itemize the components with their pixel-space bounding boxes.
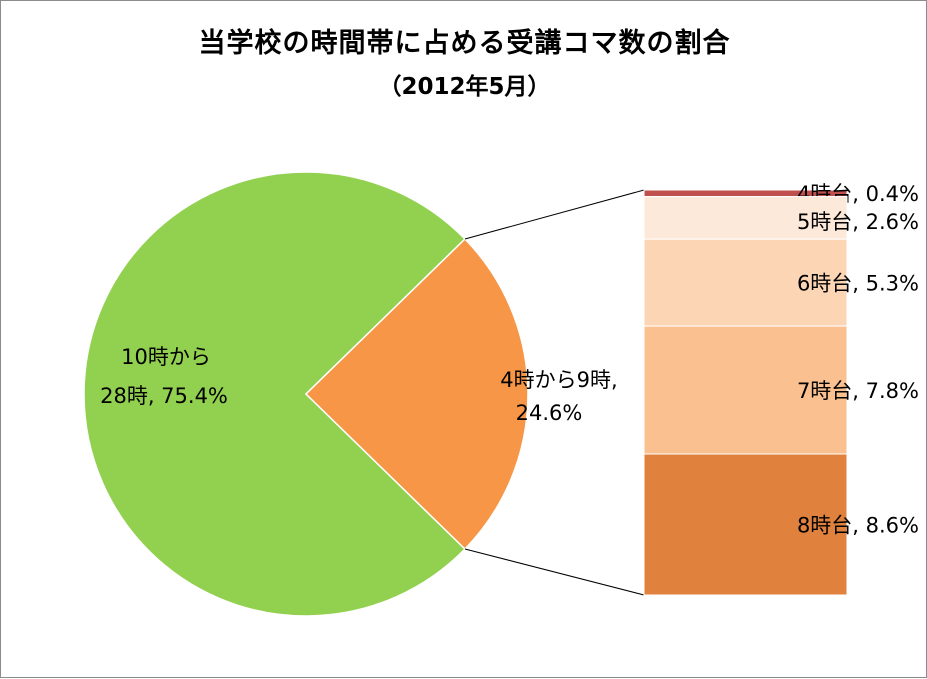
bar-segment-7h bbox=[643, 325, 848, 455]
connector-line-top bbox=[464, 189, 645, 240]
bar-segment-label: 8時台, 8.6% bbox=[797, 513, 919, 537]
chart-subtitle: （2012年5月） bbox=[378, 74, 551, 100]
pie-label-10-28-line2: 28時, 75.4% bbox=[100, 384, 228, 408]
pie-slice-10-28 bbox=[83, 171, 467, 617]
pie-label-4-9-name: 4時から9時, bbox=[500, 368, 617, 392]
bar-segment-5h bbox=[643, 196, 848, 240]
bar-segment-label: 6時台, 5.3% bbox=[797, 272, 919, 296]
bar-segment-label: 7時台, 7.8% bbox=[797, 379, 919, 403]
pie-label-10-28-line1: 10時から bbox=[121, 345, 211, 369]
connector-line-bottom bbox=[464, 548, 645, 596]
bar-segment-8h bbox=[643, 453, 848, 596]
chart-title: 当学校の時間帯に占める受講コマ数の割合 bbox=[198, 28, 731, 59]
bar-segment-label: 5時台, 2.6% bbox=[797, 210, 919, 234]
pie-slice-4-9 bbox=[304, 237, 529, 551]
bar-segment-6h bbox=[643, 238, 848, 327]
pie-label-4-9-value: 24.6% bbox=[516, 401, 583, 425]
